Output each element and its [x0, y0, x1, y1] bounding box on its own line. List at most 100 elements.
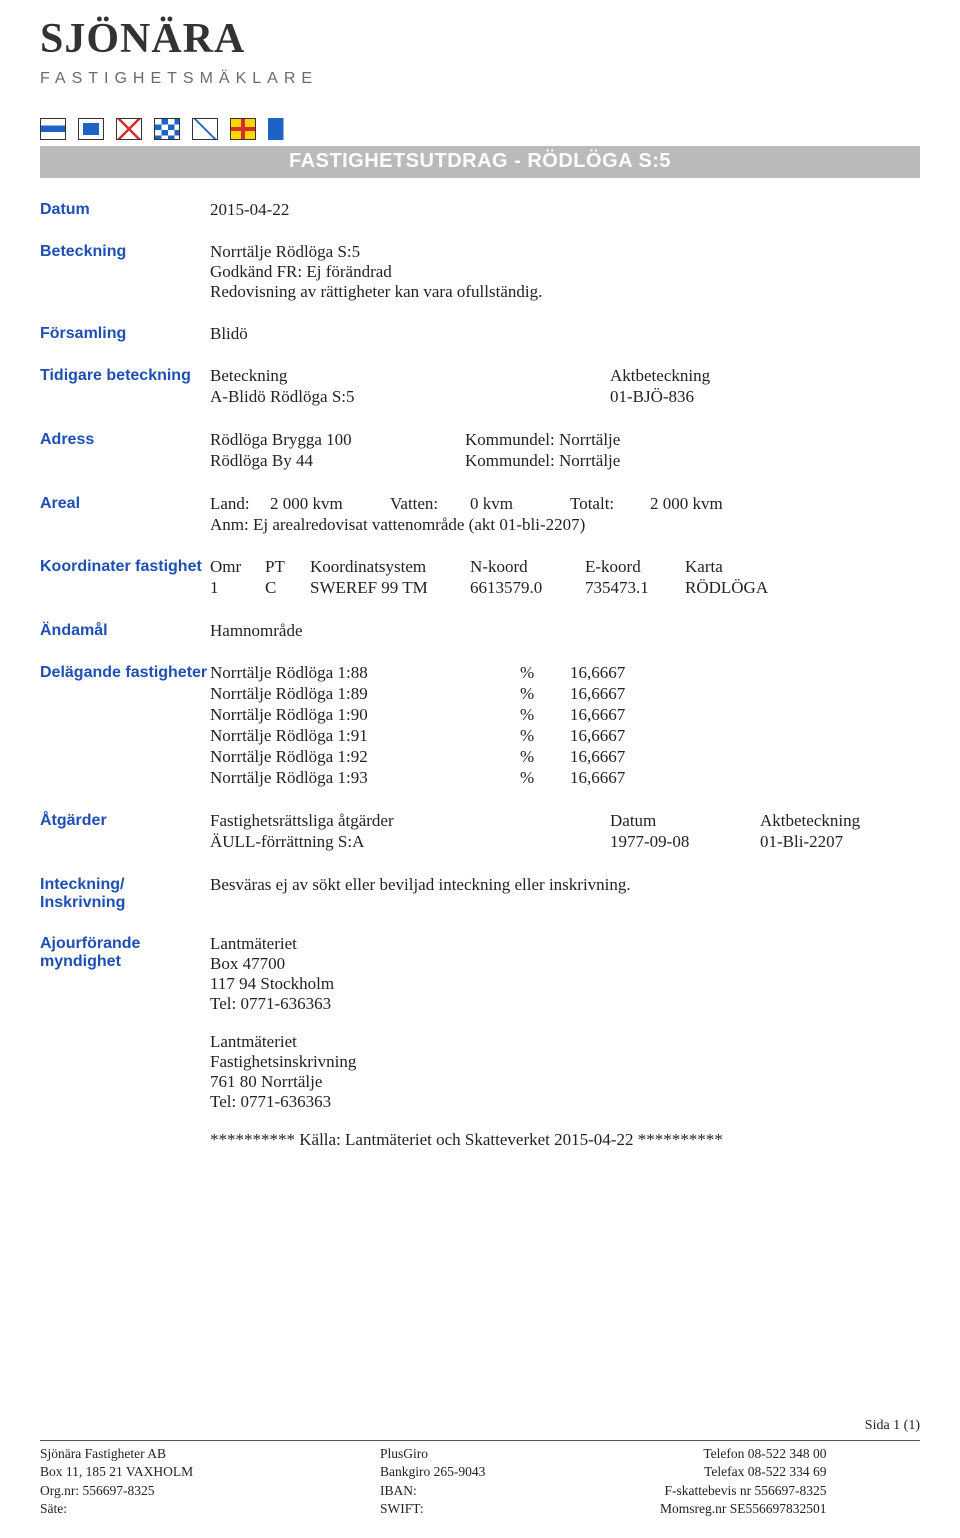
koor-v: SWEREF 99 TM — [310, 578, 470, 599]
atg-v3: 01-Bli-2207 — [760, 832, 920, 853]
ajour-line: Tel: 0771-636363 — [210, 1092, 920, 1112]
delagande-name: Norrtälje Rödlöga 1:91 — [210, 726, 520, 747]
atg-v2: 1977-09-08 — [610, 832, 760, 853]
koor-v: RÖDLÖGA — [685, 578, 920, 599]
title-bar: FASTIGHETSUTDRAG - RÖDLÖGA S:5 — [40, 146, 920, 178]
delagande-pct-val: 16,6667 — [570, 684, 920, 705]
label-forsamling: Församling — [40, 324, 210, 343]
koor-h: Omr — [210, 557, 265, 578]
value-forsamling: Blidö — [210, 324, 920, 344]
beteckning-line: Redovisning av rättigheter kan vara oful… — [210, 282, 920, 302]
spacer — [210, 1112, 920, 1130]
delagande-pct-val: 16,6667 — [570, 726, 920, 747]
areal-vatten-lbl: Vatten: — [390, 494, 470, 515]
koor-h: Karta — [685, 557, 920, 578]
value-areal: Land: 2 000 kvm Vatten: 0 kvm Totalt: 2 … — [210, 494, 920, 535]
beteckning-line: Norrtälje Rödlöga S:5 — [210, 242, 920, 262]
page-footer: Sida 1 (1) Sjönära Fastigheter AB Box 11… — [40, 1418, 920, 1518]
ajour-line: Lantmäteriet — [210, 934, 920, 954]
areal-land-val: 2 000 kvm — [270, 494, 390, 515]
label-datum: Datum — [40, 200, 210, 219]
areal-land-lbl: Land: — [210, 494, 270, 515]
tidigare-h2: Aktbeteckning — [610, 366, 920, 387]
label-areal: Areal — [40, 494, 210, 513]
signal-flag-icon — [268, 118, 296, 140]
signal-flag-icon — [154, 118, 180, 140]
footer-line: Org.nr: 556697-8325 — [40, 1482, 380, 1500]
ajour-line: Tel: 0771-636363 — [210, 994, 920, 1014]
adress-a: Rödlöga Brygga 100 — [210, 430, 465, 451]
label-andamal: Ändamål — [40, 621, 210, 640]
page-container: SJÖNÄRA FASTIGHETSMÄKLARE FASTIGHETSUTDR… — [0, 0, 960, 1538]
footer-rule — [40, 1440, 920, 1441]
logo-block: SJÖNÄRA FASTIGHETSMÄKLARE — [40, 18, 920, 88]
delagande-pct-val: 16,6667 — [570, 768, 920, 789]
footer-line: Telefax 08-522 334 69 — [660, 1463, 827, 1481]
label-inteckning-text: Inteckning/ Inskrivning — [40, 876, 125, 911]
ajour-line: 117 94 Stockholm — [210, 974, 920, 994]
delagande-pct-sym: % — [520, 726, 570, 747]
footer-col1: Sjönära Fastigheter AB Box 11, 185 21 VA… — [40, 1445, 380, 1518]
value-delagande: Norrtälje Rödlöga 1:88%16,6667Norrtälje … — [210, 663, 920, 789]
delagande-pct-val: 16,6667 — [570, 663, 920, 684]
koor-v: 735473.1 — [585, 578, 685, 599]
flag-row — [40, 118, 920, 140]
footer-line: Sjönära Fastigheter AB — [40, 1445, 380, 1463]
delagande-name: Norrtälje Rödlöga 1:92 — [210, 747, 520, 768]
footer-columns: Sjönära Fastigheter AB Box 11, 185 21 VA… — [40, 1445, 920, 1518]
label-atgarder: Åtgärder — [40, 811, 210, 830]
delagande-name: Norrtälje Rödlöga 1:89 — [210, 684, 520, 705]
delagande-pct-sym: % — [520, 768, 570, 789]
label-adress: Adress — [40, 430, 210, 449]
label-tidigare: Tidigare beteckning — [40, 366, 210, 385]
delagande-pct-val: 16,6667 — [570, 747, 920, 768]
page-number: Sida 1 (1) — [40, 1418, 920, 1434]
footer-line: Säte: — [40, 1500, 380, 1518]
footer-line: SWIFT: — [380, 1500, 660, 1518]
koor-v: 6613579.0 — [470, 578, 585, 599]
areal-tot-val: 2 000 kvm — [650, 494, 920, 515]
ajour-line: Box 47700 — [210, 954, 920, 974]
footer-line: IBAN: — [380, 1482, 660, 1500]
footer-line: F-skattebevis nr 556697-8325 — [660, 1482, 827, 1500]
areal-vatten-val: 0 kvm — [470, 494, 570, 515]
value-beteckning: Norrtälje Rödlöga S:5 Godkänd FR: Ej för… — [210, 242, 920, 302]
delagande-pct-val: 16,6667 — [570, 705, 920, 726]
ajour-line: Fastighetsinskrivning — [210, 1052, 920, 1072]
value-datum: 2015-04-22 — [210, 200, 920, 220]
atg-h1: Fastighetsrättsliga åtgärder — [210, 811, 610, 832]
footer-line: Momsreg.nr SE556697832501 — [660, 1500, 827, 1518]
atg-v1: ÄULL-förrättning S:A — [210, 832, 610, 853]
koor-v: 1 — [210, 578, 265, 599]
delagande-name: Norrtälje Rödlöga 1:90 — [210, 705, 520, 726]
logo-line2: FASTIGHETSMÄKLARE — [40, 70, 920, 88]
value-tidigare: Beteckning Aktbeteckning A-Blidö Rödlöga… — [210, 366, 920, 408]
label-delagande-text: Delägande fastigheter — [40, 664, 207, 681]
signal-flag-icon — [230, 118, 256, 140]
logo-line1: SJÖNÄRA — [40, 18, 920, 60]
signal-flag-icon — [116, 118, 142, 140]
delagande-name: Norrtälje Rödlöga 1:88 — [210, 663, 520, 684]
label-ajour-text: Ajourförande myndighet — [40, 935, 140, 970]
delagande-name: Norrtälje Rödlöga 1:93 — [210, 768, 520, 789]
delagande-pct-sym: % — [520, 663, 570, 684]
footer-line: Bankgiro 265-9043 — [380, 1463, 660, 1481]
areal-tot-lbl: Totalt: — [570, 494, 650, 515]
footer-col2: PlusGiro Bankgiro 265-9043 IBAN: SWIFT: — [380, 1445, 660, 1518]
value-adress: Rödlöga Brygga 100 Kommundel: Norrtälje … — [210, 430, 920, 472]
koor-v: C — [265, 578, 310, 599]
footer-line: Box 11, 185 21 VAXHOLM — [40, 1463, 380, 1481]
content: Datum 2015-04-22 Beteckning Norrtälje Rö… — [40, 200, 920, 1150]
ajour-line: 761 80 Norrtälje — [210, 1072, 920, 1092]
koor-h: PT — [265, 557, 310, 578]
value-inteckning: Besväras ej av sökt eller beviljad intec… — [210, 875, 920, 895]
label-koordinater: Koordinater fastighet — [40, 557, 210, 576]
signal-flag-icon — [40, 118, 66, 140]
label-inteckning: Inteckning/ Inskrivning — [40, 875, 210, 912]
ajour-line: Lantmäteriet — [210, 1032, 920, 1052]
spacer — [210, 1014, 920, 1032]
delagande-pct-sym: % — [520, 705, 570, 726]
kalla-line: ********** Källa: Lantmäteriet och Skatt… — [210, 1130, 920, 1150]
adress-b: Kommundel: Norrtälje — [465, 451, 920, 472]
delagande-pct-sym: % — [520, 684, 570, 705]
